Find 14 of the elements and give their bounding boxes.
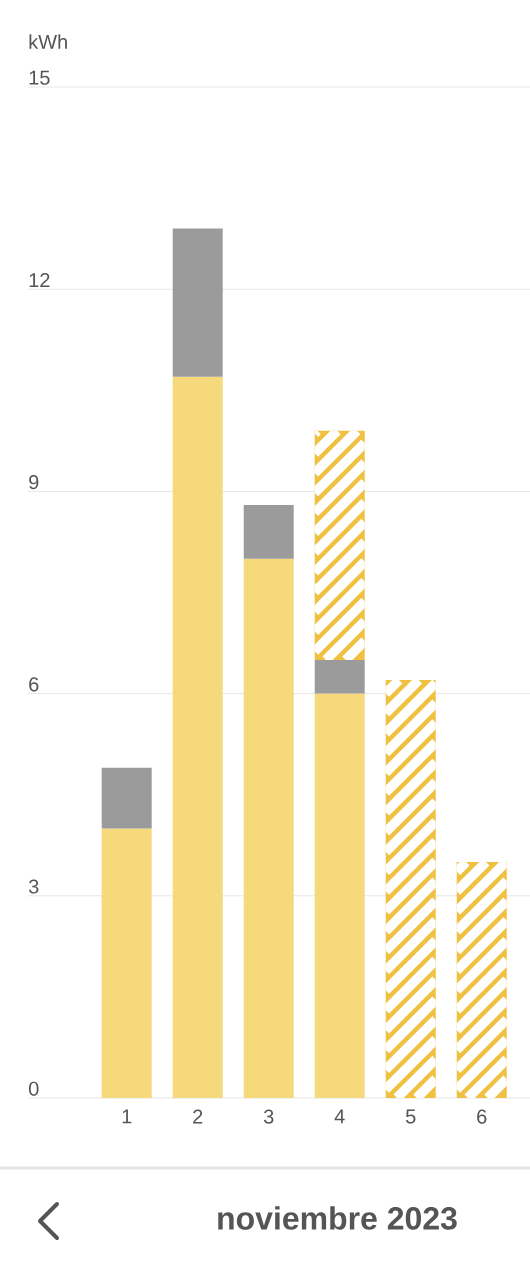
x-tick-label: 6 <box>477 1109 487 1124</box>
x-tick-label: 4 <box>334 1109 345 1124</box>
y-tick-label: 6 <box>29 677 39 692</box>
text: noviembre 2023 <box>218 1206 457 1230</box>
x-tick-label: 3 <box>263 1109 274 1124</box>
x-tick-label: 5 <box>405 1109 416 1124</box>
y-tick-label: 3 <box>28 879 39 894</box>
y-tick-label: 9 <box>29 475 39 490</box>
x-tick-label: 1 <box>122 1109 132 1124</box>
y-tick-label: 15 <box>29 70 50 85</box>
y-tick-label: 0 <box>28 1081 39 1096</box>
x-tick-label: 2 <box>193 1109 203 1124</box>
y-axis-title: kWh <box>29 34 67 49</box>
y-tick-label: 12 <box>29 273 50 288</box>
